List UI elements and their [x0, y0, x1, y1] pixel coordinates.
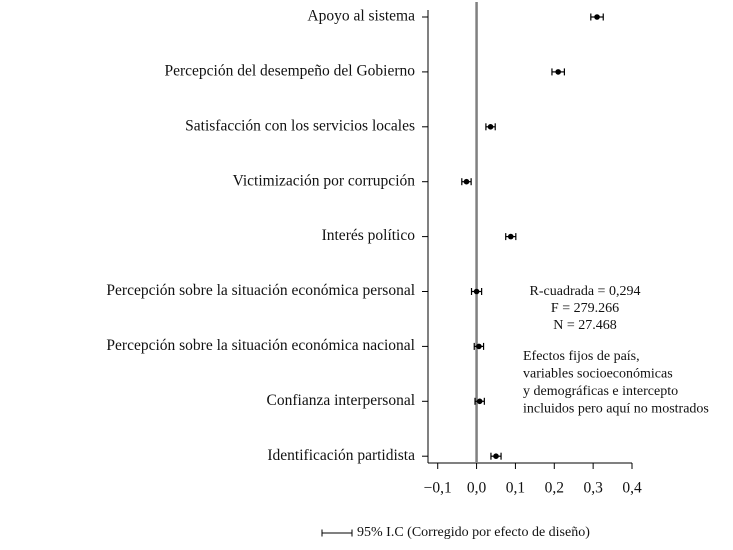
category-label: Percepción sobre la situación económica …	[106, 282, 415, 299]
x-tick-label: 0,2	[545, 480, 564, 497]
point	[487, 124, 494, 130]
point	[493, 453, 499, 460]
stats-text: F = 279.266	[551, 301, 619, 316]
x-tick-label: 0,1	[506, 480, 525, 497]
note-text: Efectos fijos de país,	[523, 349, 640, 364]
x-tick-label: 0,3	[583, 480, 603, 497]
legend-label: 95% I.C (Corregido por efecto de diseño)	[357, 525, 590, 540]
point	[555, 69, 561, 75]
category-label: Percepción del desempeño del Gobierno	[165, 62, 416, 79]
category-label: Identificación partidista	[267, 447, 415, 464]
note-text: variables socioeconómicas	[523, 367, 673, 382]
category-label: Interés político	[322, 227, 416, 244]
x-tick-label: 0,4	[622, 480, 642, 497]
note-text: incluidos pero aquí no mostrados	[523, 402, 709, 417]
point	[473, 288, 480, 295]
point	[507, 233, 514, 240]
stats-text: R-cuadrada = 0,294	[530, 284, 641, 299]
category-label: Confianza interpersonal	[267, 392, 415, 409]
point	[594, 14, 600, 20]
category-label: Victimización por corrupción	[233, 172, 416, 189]
note-text: y demográficas e intercepto	[523, 384, 678, 399]
x-tick-label: −0,1	[424, 480, 452, 497]
category-label: Apoyo al sistema	[307, 8, 415, 25]
category-label: Satisfacción con los servicios locales	[185, 117, 415, 134]
category-label: Percepción sobre la situación económica …	[106, 337, 415, 354]
x-tick-label: 0,0	[467, 480, 487, 497]
point	[476, 398, 483, 405]
point	[476, 343, 482, 350]
stats-text: N = 27.468	[553, 318, 617, 333]
point	[463, 178, 470, 185]
